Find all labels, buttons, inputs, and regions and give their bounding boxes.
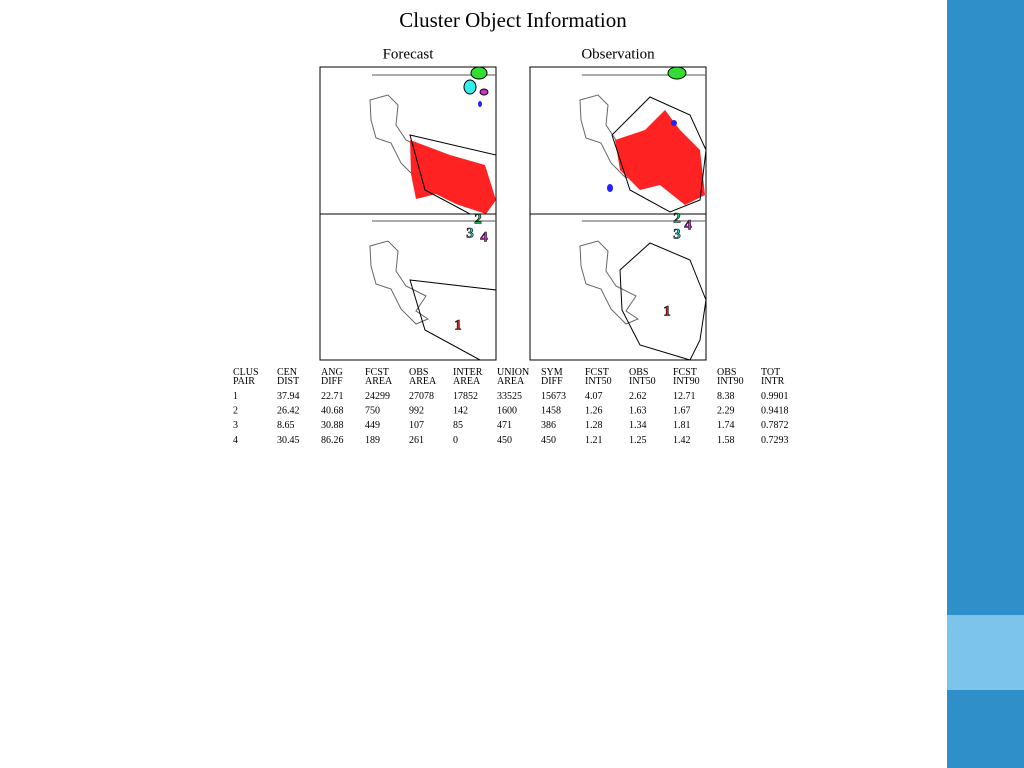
table-cell: 33525 xyxy=(497,391,522,402)
table-cell: 1.26 xyxy=(585,406,603,417)
table-cell: 1.42 xyxy=(673,435,691,446)
table-cell: 471 xyxy=(497,420,512,431)
table-header: DIFF xyxy=(541,376,563,387)
cluster-label: 1 xyxy=(663,303,671,319)
table-header: TOT xyxy=(761,367,780,378)
table-cell: 0.9418 xyxy=(761,406,789,417)
table-cell: 1.28 xyxy=(585,420,603,431)
table-header: PAIR xyxy=(233,376,255,387)
sidebar-highlight xyxy=(947,615,1024,690)
table-cell: 1.34 xyxy=(629,420,647,431)
table-cell: 2.29 xyxy=(717,406,735,417)
title: Cluster Object Information xyxy=(399,8,627,32)
table-cell: 12.71 xyxy=(673,391,696,402)
forecast-map xyxy=(319,66,497,361)
table-cell: 1.67 xyxy=(673,406,691,417)
table-cell: 85 xyxy=(453,420,463,431)
table-cell: 37.94 xyxy=(277,391,300,402)
cluster-label: 3 xyxy=(466,225,474,241)
table-cell: 17852 xyxy=(453,391,478,402)
cluster-label: 2 xyxy=(474,211,482,227)
table-cell: 40.68 xyxy=(321,406,344,417)
table-cell: 4 xyxy=(233,435,238,446)
table-cell: 1.63 xyxy=(629,406,647,417)
table-header: AREA xyxy=(365,376,393,387)
table-cell: 1 xyxy=(233,391,238,402)
table-cell: 1.74 xyxy=(717,420,735,431)
table-cell: 0.9901 xyxy=(761,391,789,402)
table-cell: 1.21 xyxy=(585,435,603,446)
observation-map xyxy=(529,66,707,361)
table-cell: 15673 xyxy=(541,391,566,402)
table-cell: 8.38 xyxy=(717,391,735,402)
table-header: INT50 xyxy=(629,376,656,387)
cluster-label: 4 xyxy=(480,229,488,245)
table-cell: 22.71 xyxy=(321,391,344,402)
table-cell: 86.26 xyxy=(321,435,344,446)
table-cell: 27078 xyxy=(409,391,434,402)
table-cell: 0.7293 xyxy=(761,435,789,446)
table-cell: 0.7872 xyxy=(761,420,789,431)
table-header: CEN xyxy=(277,367,297,378)
table-cell: 107 xyxy=(409,420,424,431)
table-cell: 30.45 xyxy=(277,435,300,446)
table-cell: 386 xyxy=(541,420,556,431)
table-header: INT90 xyxy=(673,376,700,387)
table-header: DIST xyxy=(277,376,299,387)
table-header: FCST xyxy=(365,367,389,378)
table-cell: 2.62 xyxy=(629,391,647,402)
table-header: AREA xyxy=(453,376,481,387)
table-cell: 3 xyxy=(233,420,238,431)
table-header: OBS xyxy=(629,367,648,378)
cluster-label: 1 xyxy=(454,317,462,333)
table-header: INT50 xyxy=(585,376,612,387)
table-header: INT90 xyxy=(717,376,744,387)
cluster-label: 4 xyxy=(684,217,692,233)
table-cell: 142 xyxy=(453,406,468,417)
table-cell: 261 xyxy=(409,435,424,446)
table-cell: 450 xyxy=(497,435,512,446)
table-header: UNION xyxy=(497,367,529,378)
table-cell: 992 xyxy=(409,406,424,417)
table-header: ANG xyxy=(321,367,343,378)
table-header: DIFF xyxy=(321,376,343,387)
table-cell: 750 xyxy=(365,406,380,417)
panel-title: Observation xyxy=(581,46,655,62)
table-cell: 1.81 xyxy=(673,420,691,431)
table-cell: 1600 xyxy=(497,406,517,417)
panel-title: Forecast xyxy=(383,46,435,62)
table-cell: 0 xyxy=(453,435,458,446)
table-cell: 1.58 xyxy=(717,435,735,446)
cluster-label: 3 xyxy=(673,226,681,242)
table-cell: 8.65 xyxy=(277,420,295,431)
table-header: OBS xyxy=(409,367,428,378)
table-cell: 450 xyxy=(541,435,556,446)
table-cell: 1458 xyxy=(541,406,561,417)
table-header: CLUS xyxy=(233,367,259,378)
table-header: FCST xyxy=(585,367,609,378)
table-header: FCST xyxy=(673,367,697,378)
table-cell: 30.88 xyxy=(321,420,344,431)
table-header: SYM xyxy=(541,367,563,378)
table-header: INTER xyxy=(453,367,483,378)
cluster-label: 2 xyxy=(673,210,681,226)
table-header: AREA xyxy=(497,376,525,387)
table-header: AREA xyxy=(409,376,437,387)
table-cell: 2 xyxy=(233,406,238,417)
stats-table: CLUSPAIRCENDISTANGDIFFFCSTAREAOBSAREAINT… xyxy=(233,367,789,446)
table-cell: 26.42 xyxy=(277,406,300,417)
table-header: OBS xyxy=(717,367,736,378)
table-cell: 4.07 xyxy=(585,391,603,402)
table-cell: 189 xyxy=(365,435,380,446)
table-cell: 24299 xyxy=(365,391,390,402)
table-cell: 1.25 xyxy=(629,435,647,446)
table-header: INTR xyxy=(761,376,785,387)
table-cell: 449 xyxy=(365,420,380,431)
